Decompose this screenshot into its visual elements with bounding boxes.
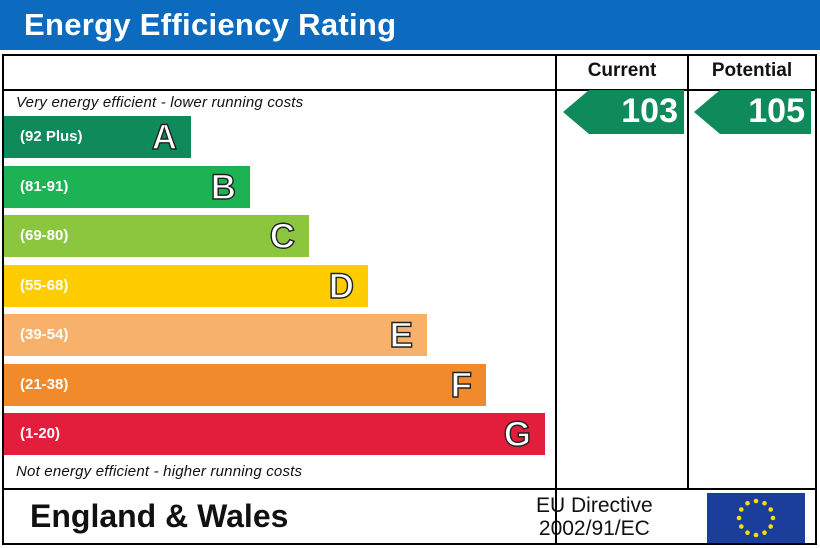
bottom-note: Not energy efficient - higher running co… [16, 463, 303, 480]
band-range-label: (55-68) [20, 277, 69, 294]
band-letter-label: D [328, 266, 355, 306]
current-column-header: Current [587, 60, 657, 81]
flag-star [739, 507, 744, 512]
flag-star [770, 515, 776, 521]
band-letter-label: F [450, 365, 473, 405]
flag-star [739, 524, 744, 529]
band-d: (55-68) D [4, 265, 368, 307]
band-a: (92 Plus) A [4, 116, 191, 158]
footer-divider [2, 488, 817, 490]
band-range-label: (69-80) [20, 227, 69, 244]
outer-border-bottom [2, 543, 817, 545]
column-divider-current [555, 54, 557, 545]
band-range-label: (92 Plus) [20, 128, 83, 145]
band-range-label: (39-54) [20, 326, 69, 343]
band-letter-label: C [269, 216, 296, 256]
flag-star [753, 532, 759, 538]
header-row-divider [2, 89, 817, 91]
band-b: (81-91) B [4, 166, 250, 208]
flag-star [745, 501, 750, 506]
potential-rating-arrow: 105 [694, 90, 811, 134]
outer-border-top [2, 54, 817, 56]
flag-star [768, 524, 773, 529]
band-range-label: (81-91) [20, 178, 69, 195]
current-rating-arrow: 103 [563, 90, 684, 134]
flag-star [762, 501, 767, 506]
directive-line-1: EU Directive [536, 494, 653, 517]
flag-star [753, 498, 759, 504]
flag-star [745, 530, 750, 535]
band-letter-label: G [503, 414, 532, 454]
flag-star [768, 507, 773, 512]
band-letter-label: A [151, 117, 178, 157]
chart-title: Energy Efficiency Rating [24, 7, 397, 42]
band-letter-label: B [210, 167, 237, 207]
band-f: (21-38) F [4, 364, 486, 406]
band-range-label: (21-38) [20, 376, 69, 393]
column-divider-potential [687, 54, 689, 490]
eu-flag-icon [707, 493, 805, 543]
directive-label: EU Directive 2002/91/EC [536, 494, 653, 540]
band-c: (69-80) C [4, 215, 309, 257]
outer-border-left [2, 54, 4, 545]
band-e: (39-54) E [4, 314, 427, 356]
directive-line-2: 2002/91/EC [538, 517, 650, 540]
potential-rating-arrow-value: 105 [748, 92, 805, 130]
potential-column-header: Potential [711, 60, 793, 81]
band-g: (1-20) G [4, 413, 545, 455]
band-letter-label: E [389, 315, 414, 355]
top-note: Very energy efficient - lower running co… [16, 94, 304, 111]
outer-border-right [815, 54, 817, 545]
flag-star [736, 515, 742, 521]
header-bar: Energy Efficiency Rating [0, 0, 820, 50]
current-rating-arrow-value: 103 [621, 92, 678, 130]
band-range-label: (1-20) [20, 425, 61, 442]
region-label: England & Wales [30, 498, 289, 534]
flag-star [762, 530, 767, 535]
